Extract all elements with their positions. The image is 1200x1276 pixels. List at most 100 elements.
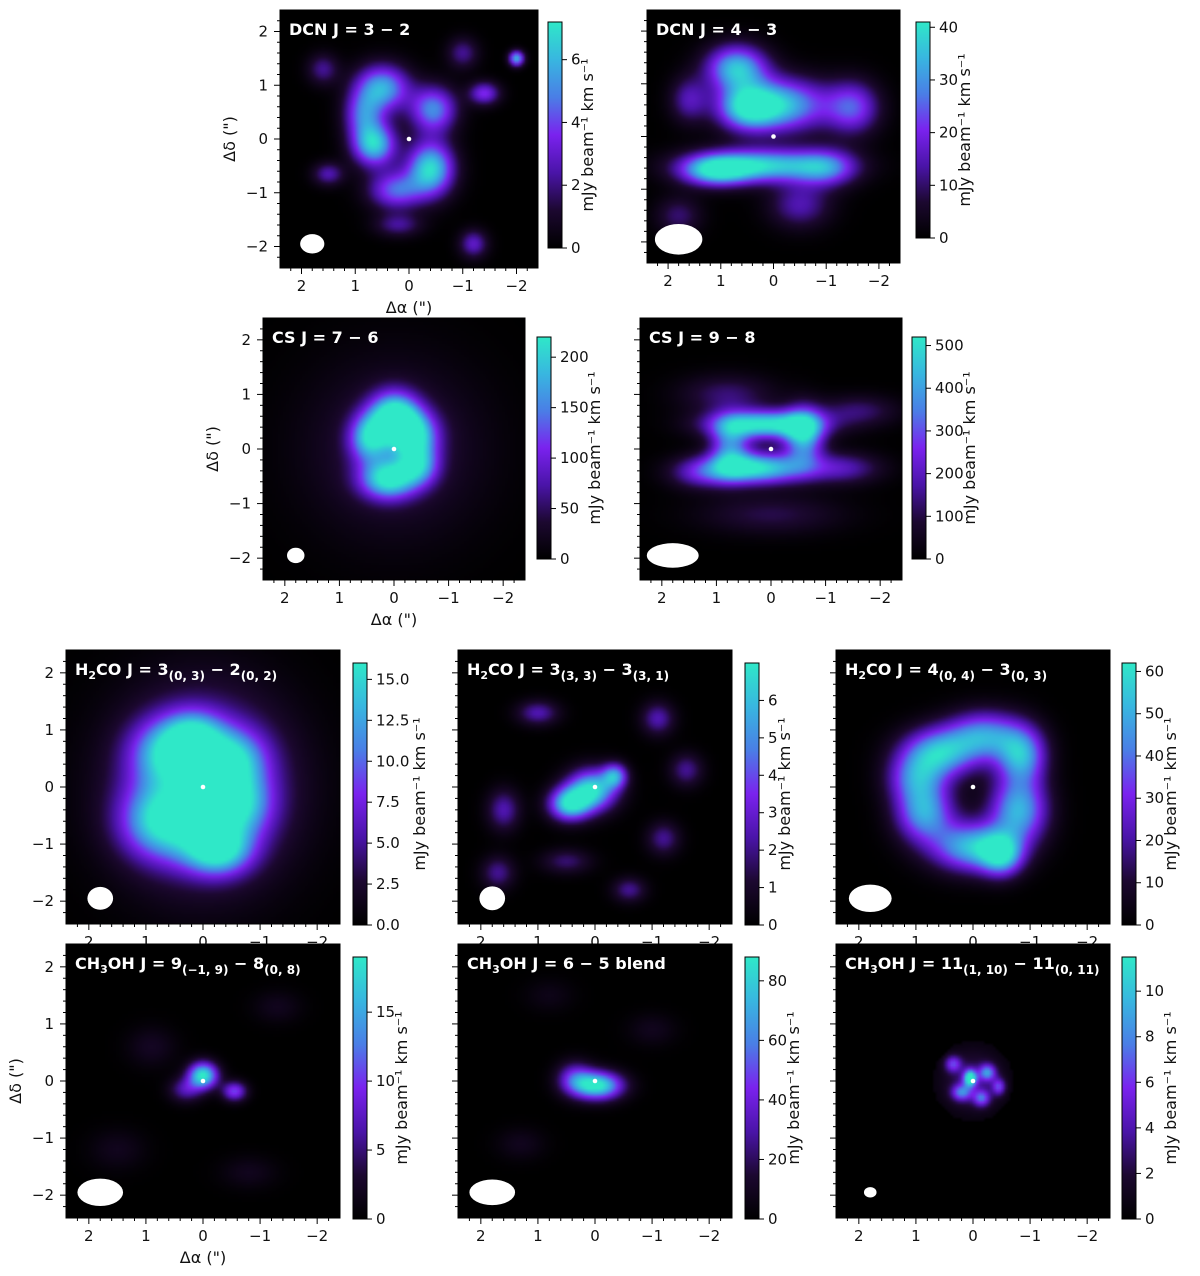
x-tick-label: 0	[766, 589, 776, 607]
colorbar	[915, 21, 931, 239]
y-axis-label: Δδ (")	[203, 426, 222, 472]
colorbar-tick-label: 200	[560, 348, 589, 366]
colorbar	[1121, 662, 1137, 926]
x-tick-label: 2	[476, 1227, 486, 1245]
colorbar-tick-label: 0	[939, 229, 949, 247]
y-tick-label: 0	[258, 130, 268, 148]
panel-cs98: 2 1 0 −1 −2 CS J = 9 − 8 0 100 200 300 400 500 mJy b…	[634, 317, 979, 607]
panel-title-part: (0, 4)	[939, 669, 975, 683]
x-tick-label: −2	[868, 272, 890, 290]
colorbar-label: mJy beam⁻¹ km s⁻¹	[585, 371, 604, 524]
x-tick-label: 0	[198, 1227, 208, 1245]
colorbar	[352, 662, 368, 926]
panel-title-part: − 8	[228, 954, 264, 973]
panel-title-part: CH	[75, 954, 100, 973]
colorbar-tick-label: 0	[768, 1210, 778, 1228]
beam-ellipse	[479, 886, 506, 911]
x-tick-label: 2	[854, 933, 864, 951]
source-position-dot	[771, 134, 776, 139]
colorbar-tick-label: 5.0	[376, 834, 400, 852]
x-tick-label: 0	[590, 933, 600, 951]
colorbar-label: mJy beam⁻¹ km s⁻¹	[1161, 717, 1180, 870]
colorbar-tick-label: 6	[1145, 1073, 1155, 1091]
y-tick-label: −2	[246, 238, 268, 256]
colorbar-tick-label: 300	[935, 422, 964, 440]
panel-title-part: (0, 11)	[1055, 963, 1100, 977]
x-tick-label: −1	[438, 589, 460, 607]
x-tick-label: 0	[590, 1227, 600, 1245]
colorbar-tick-label: 30	[1145, 789, 1164, 807]
x-tick-label: 1	[335, 589, 345, 607]
y-tick-label: 1	[241, 385, 251, 403]
panel-title-part: (0, 8)	[264, 963, 300, 977]
panel-title-part: − 11	[1008, 954, 1055, 973]
y-tick-label: 2	[241, 331, 251, 349]
y-tick-label: 0	[44, 1072, 54, 1090]
x-tick-label: 1	[911, 933, 921, 951]
panel-title-part: (3, 3)	[561, 669, 597, 683]
x-tick-label: 2	[657, 589, 667, 607]
colorbar-tick-label: 15.0	[376, 670, 409, 688]
panel-title-part: (1, 10)	[963, 963, 1008, 977]
panel-title: H2CO J = 4(0, 4) − 3(0, 3)	[845, 660, 1047, 683]
x-tick-label: 2	[280, 589, 290, 607]
colorbar-tick-label: 30	[939, 71, 958, 89]
beam-ellipse	[87, 886, 114, 910]
colorbar-label: mJy beam⁻¹ km s⁻¹	[775, 717, 794, 870]
x-axis-label: Δα (")	[180, 1248, 226, 1267]
colorbar-tick-label: 40	[939, 18, 958, 36]
colorbar-tick-label: 10	[1145, 982, 1164, 1000]
x-tick-label: 1	[533, 1227, 543, 1245]
colorbar-label: mJy beam⁻¹ km s⁻¹	[960, 371, 979, 524]
y-axis-label: Δδ (")	[220, 116, 239, 162]
colorbar-tick-label: 500	[935, 337, 964, 355]
source-position-dot	[970, 784, 976, 790]
source-position-dot	[200, 1078, 206, 1084]
x-tick-label: 1	[141, 1227, 151, 1245]
panel-title-part: CO J = 3	[96, 660, 169, 679]
colorbar-label: mJy beam⁻¹ km s⁻¹	[578, 58, 597, 211]
panel-title-part: (0, 3)	[1011, 669, 1047, 683]
colorbar-tick-label: 2.5	[376, 875, 400, 893]
panel-title-part: (0, 3)	[169, 669, 205, 683]
source-position-dot	[406, 136, 412, 142]
panel-title-part: CO J = 3	[488, 660, 561, 679]
colorbar-label: mJy beam⁻¹ km s⁻¹	[955, 53, 974, 206]
colorbar-tick-label: 4	[571, 113, 581, 131]
colorbar-tick-label: 40	[768, 1091, 787, 1109]
x-tick-label: −2	[505, 277, 527, 295]
colorbar-tick-label: 10.0	[376, 752, 409, 770]
colorbar	[547, 21, 563, 249]
panel-title-part: CH	[467, 954, 492, 973]
colorbar	[744, 662, 760, 926]
x-tick-label: −1	[815, 589, 837, 607]
panel-title-part: CO J = 4	[866, 660, 939, 679]
colorbar	[536, 336, 552, 560]
y-tick-label: 2	[258, 23, 268, 41]
source-position-dot	[970, 1078, 976, 1084]
x-tick-label: 1	[911, 1227, 921, 1245]
colorbar-label: mJy beam⁻¹ km s⁻¹	[784, 1011, 803, 1164]
x-tick-label: −1	[1019, 1227, 1041, 1245]
x-tick-label: 1	[712, 589, 722, 607]
x-tick-label: 0	[769, 272, 779, 290]
panel-title: CH3OH J = 9(−1, 9) − 8(0, 8)	[75, 954, 301, 977]
x-tick-label: 2	[297, 277, 307, 295]
colorbar-tick-label: 100	[935, 507, 964, 525]
y-tick-label: −1	[32, 835, 54, 853]
panel-title: H2CO J = 3(3, 3) − 3(3, 1)	[467, 660, 669, 683]
x-tick-label: −1	[641, 1227, 663, 1245]
x-tick-label: 2	[84, 1227, 94, 1245]
colorbar-tick-label: 10	[939, 176, 958, 194]
colorbar-tick-label: 7.5	[376, 793, 400, 811]
colorbar-tick-label: 0	[768, 916, 778, 934]
colorbar-tick-label: 1	[768, 879, 778, 897]
source-position-dot	[200, 784, 206, 790]
colorbar-tick-label: 4	[1145, 1119, 1155, 1137]
colorbar-tick-label: 8	[1145, 1028, 1155, 1046]
panel-title: CS J = 9 − 8	[649, 328, 755, 347]
